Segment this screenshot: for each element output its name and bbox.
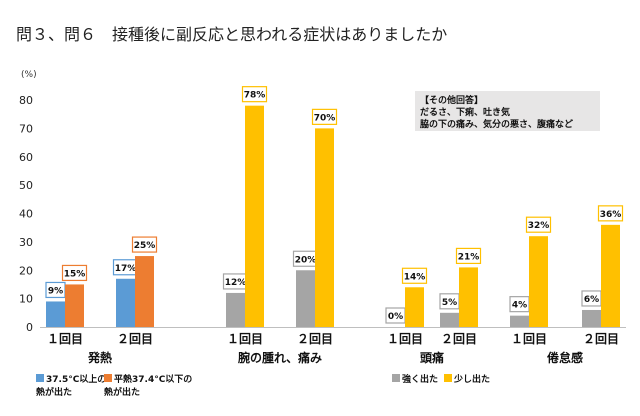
legend-swatch bbox=[104, 374, 112, 382]
data-label-box bbox=[131, 236, 158, 253]
y-axis: 0 10 20 30 40 50 60 70 80 bbox=[19, 94, 626, 334]
legend-label: 平熱37.4°C以下の bbox=[114, 373, 192, 385]
bar bbox=[245, 105, 264, 327]
y-tick-label: 60 bbox=[19, 151, 33, 164]
y-tick-label: 0 bbox=[26, 321, 33, 334]
data-label: 14% bbox=[404, 272, 426, 282]
legend-swatch bbox=[444, 374, 452, 382]
note-box: 【その他回答】 だるさ、下痢、吐き気 脇の下の痛み、気分の悪さ、腹痛など bbox=[415, 91, 600, 131]
bar bbox=[116, 278, 135, 327]
group-label: 倦怠感 bbox=[547, 350, 583, 365]
data-label: 70% bbox=[314, 113, 336, 123]
category-label: １回目 bbox=[387, 332, 423, 346]
legend-label: 37.5°C以上の bbox=[46, 373, 106, 385]
note-line-1: だるさ、下痢、吐き気 bbox=[420, 106, 510, 118]
bar bbox=[226, 292, 245, 327]
bar bbox=[529, 236, 548, 327]
bar bbox=[315, 128, 334, 327]
category-label: ２回目 bbox=[297, 332, 333, 346]
legend-swatch bbox=[36, 374, 44, 382]
chart-title: 問３、問６ 接種後に副反応と思われる症状はありましたか bbox=[16, 25, 447, 44]
data-label: 36% bbox=[600, 210, 622, 220]
legend-label: 熱が出た bbox=[36, 386, 72, 398]
data-label: 17% bbox=[115, 264, 137, 274]
data-label: 20% bbox=[295, 255, 317, 265]
bar bbox=[510, 315, 529, 327]
y-unit-label: (%) bbox=[21, 70, 37, 80]
data-label: 21% bbox=[458, 252, 480, 262]
bar bbox=[405, 287, 424, 327]
bar bbox=[46, 301, 65, 327]
data-label-box bbox=[241, 86, 268, 103]
data-label-box bbox=[525, 216, 552, 233]
data-label-box bbox=[61, 264, 88, 282]
legend-swatch bbox=[392, 374, 400, 382]
data-label: 15% bbox=[64, 269, 86, 279]
bars: 9%15% 17% 25% 12% 78% 20% 70% 0% 14% 5% 21% 4% 32% 6%… bbox=[45, 86, 624, 327]
y-tick-label: 50 bbox=[19, 179, 33, 192]
group-label: 頭痛 bbox=[420, 350, 444, 365]
legend-label: 強く出た bbox=[402, 373, 438, 385]
data-label-box bbox=[597, 205, 624, 222]
bar bbox=[65, 284, 84, 327]
data-label: 78% bbox=[244, 91, 266, 101]
y-tick-label: 20 bbox=[19, 264, 33, 277]
data-label: 32% bbox=[528, 221, 550, 231]
bar bbox=[459, 267, 478, 327]
data-label: 9% bbox=[48, 286, 63, 296]
y-tick-label: 80 bbox=[19, 94, 33, 107]
data-label: 0% bbox=[388, 312, 403, 322]
category-label: ２回目 bbox=[441, 332, 477, 346]
bar bbox=[296, 270, 315, 327]
bar bbox=[135, 256, 154, 327]
group-label: 発熱 bbox=[87, 350, 112, 365]
data-label: 25% bbox=[134, 241, 156, 251]
category-label: １回目 bbox=[511, 332, 547, 346]
note-box-background bbox=[415, 91, 600, 131]
data-label-box bbox=[311, 108, 338, 125]
group-label: 腕の腫れ、痛み bbox=[237, 350, 322, 365]
legend-label: 熱が出た bbox=[104, 386, 140, 398]
bar bbox=[440, 312, 459, 327]
data-label: 5% bbox=[442, 298, 457, 308]
data-label: 12% bbox=[225, 278, 247, 288]
data-label: 6% bbox=[584, 295, 599, 305]
y-tick-label: 10 bbox=[19, 293, 33, 306]
category-label: １回目 bbox=[227, 332, 263, 346]
y-tick-label: 30 bbox=[19, 236, 33, 249]
legend-label: 少し出た bbox=[453, 373, 490, 385]
bar bbox=[601, 224, 620, 327]
note-heading: 【その他回答】 bbox=[420, 94, 483, 106]
data-label-box bbox=[401, 267, 428, 284]
bar bbox=[582, 309, 601, 327]
category-label: ２回目 bbox=[583, 332, 619, 346]
y-tick-label: 70 bbox=[19, 122, 33, 135]
category-label: ２回目 bbox=[117, 332, 153, 346]
category-label: １回目 bbox=[47, 332, 83, 346]
note-line-2: 脇の下の痛み、気分の悪さ、腹痛など bbox=[420, 118, 573, 130]
y-tick-label: 40 bbox=[19, 208, 33, 221]
data-label-box bbox=[455, 247, 482, 265]
data-label: 4% bbox=[512, 301, 527, 311]
